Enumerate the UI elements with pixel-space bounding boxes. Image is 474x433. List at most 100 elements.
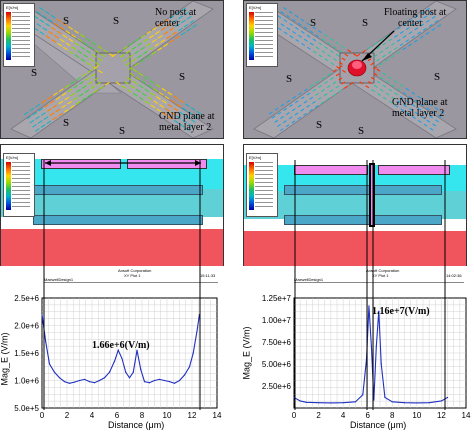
- field-vector: [373, 42, 378, 46]
- field-vector: [382, 84, 387, 88]
- header-time: 14:02:36: [446, 273, 462, 278]
- field-vector: [388, 38, 393, 42]
- field-vector: [71, 34, 77, 38]
- field-vector: [283, 6, 287, 10]
- data-point: [198, 313, 201, 316]
- field-vector: [336, 65, 341, 70]
- field-vector: [192, 24, 198, 28]
- field-vector: [64, 96, 70, 101]
- field-vector: [148, 46, 154, 51]
- field-vector: [370, 62, 375, 66]
- field-vector: [388, 76, 392, 80]
- field-vector: [303, 88, 308, 92]
- top-conductor: [294, 165, 368, 175]
- field-vector: [124, 81, 129, 85]
- field-vector: [168, 39, 174, 44]
- peak-value-label: 1.16e+7(V/m): [372, 306, 430, 317]
- field-vector: [292, 31, 297, 35]
- data-point: [45, 341, 47, 343]
- data-point: [373, 399, 375, 401]
- field-vector: [294, 100, 299, 104]
- field-vector: [385, 46, 389, 50]
- field-vector: [63, 108, 69, 113]
- field-vector: [426, 7, 431, 11]
- field-vector: [356, 53, 361, 57]
- field-vector: [397, 26, 401, 30]
- field-vector: [164, 108, 170, 112]
- field-vector: [429, 11, 433, 15]
- port-label-s: S: [63, 15, 70, 27]
- field-vector: [382, 96, 387, 100]
- annotation-line: center: [155, 18, 180, 29]
- field-vector: [315, 34, 320, 38]
- data-point: [93, 382, 96, 384]
- field-vector: [68, 50, 74, 55]
- field-vector: [86, 62, 92, 66]
- field-vector: [280, 23, 285, 27]
- field-vector: [289, 22, 294, 27]
- data-point: [58, 377, 61, 379]
- field-vector: [97, 45, 103, 50]
- field-vector: [373, 66, 377, 70]
- field-vector: [54, 34, 59, 39]
- field-vector: [98, 69, 103, 74]
- field-vector: [40, 112, 46, 116]
- field-vector: [121, 85, 127, 89]
- field-vector: [437, 115, 442, 119]
- field-vector: [423, 15, 428, 19]
- field-vector: [186, 15, 192, 20]
- data-point: [48, 363, 51, 365]
- field-vector: [343, 85, 348, 89]
- field-vector: [182, 119, 188, 124]
- x-axis-label: Distance (μm): [108, 420, 165, 430]
- field-vector: [68, 26, 74, 30]
- field-vector: [428, 103, 433, 107]
- field-vector: [315, 46, 320, 50]
- field-vector: [306, 92, 311, 96]
- field-vector: [41, 99, 47, 104]
- field-vector: [32, 123, 37, 128]
- field-vector: [91, 41, 97, 46]
- field-vector: [306, 104, 311, 108]
- field-vector: [133, 62, 139, 67]
- data-point: [98, 379, 101, 382]
- data-point: [354, 401, 357, 403]
- field-vector: [419, 35, 424, 39]
- field-vector: [76, 76, 82, 81]
- field-vector: [87, 69, 93, 73]
- field-vector: [48, 31, 54, 35]
- data-point: [299, 400, 301, 402]
- field-vector: [89, 57, 94, 62]
- field-vector: [141, 92, 147, 97]
- field-vector: [318, 84, 323, 88]
- x-tick-label: 12: [437, 411, 446, 420]
- substrate-layer: [1, 229, 223, 267]
- field-vector: [320, 88, 325, 93]
- field-vector: [414, 111, 419, 115]
- top-conductor: [41, 159, 121, 169]
- field-vector: [145, 54, 151, 59]
- data-point: [428, 402, 430, 404]
- port-label-s: S: [286, 73, 293, 85]
- field-vector: [411, 23, 416, 27]
- field-vector: [45, 22, 51, 27]
- field-vector: [432, 123, 437, 127]
- field-vector: [55, 108, 61, 113]
- field-vector: [431, 15, 436, 19]
- field-vector: [40, 124, 46, 128]
- field-vector: [141, 80, 147, 85]
- legend-title: E[V/m]: [249, 155, 262, 160]
- port-label-s: S: [358, 125, 365, 137]
- field-vector: [158, 91, 164, 96]
- field-vector: [329, 89, 334, 93]
- field-vector: [154, 43, 160, 47]
- field-vector: [376, 46, 381, 50]
- field-vector: [52, 104, 58, 109]
- field-vector: [428, 23, 433, 27]
- x-tick-label: 4: [341, 411, 346, 420]
- field-vector: [425, 31, 430, 35]
- field-vector: [294, 112, 299, 116]
- field-vector: [370, 76, 375, 80]
- field-vector: [434, 107, 439, 111]
- data-point: [192, 352, 194, 354]
